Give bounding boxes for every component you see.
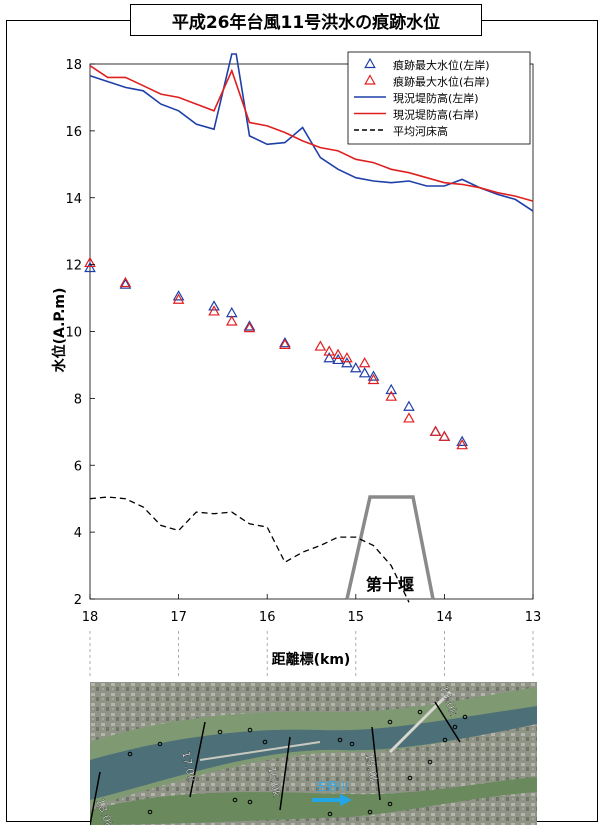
series-layer: [84, 53, 534, 603]
series-0-point: [456, 435, 468, 446]
series-0-point: [385, 383, 398, 395]
series-0-point: [438, 430, 451, 441]
legend-label: 痕跡最大水位(左岸): [393, 58, 490, 72]
legend-label: 現況堤防高(右岸): [393, 108, 479, 122]
series-1-point: [403, 412, 415, 423]
series-0-point: [119, 278, 132, 289]
series-1-point: [243, 321, 256, 333]
series-1-point: [429, 425, 442, 436]
series-line-3: [89, 65, 534, 202]
y-tick-label: 2: [74, 593, 82, 608]
legend-marker: [364, 57, 376, 69]
map-km-16: 16.0k: [265, 765, 283, 798]
x-tick-label: 18: [82, 610, 99, 625]
y-tick-label: 12: [65, 259, 82, 274]
series-1-point: [358, 357, 371, 368]
series-0-point: [84, 261, 96, 273]
series-1-point: [456, 438, 468, 450]
series-0-point: [429, 425, 442, 436]
series-0-point: [403, 400, 415, 411]
series-0-point: [358, 367, 371, 378]
map-km-15: 15.0k: [362, 752, 380, 785]
y-tick-label: 14: [65, 192, 82, 207]
series-1-point: [438, 430, 451, 441]
series-1-point: [367, 373, 380, 385]
weir-layer: [345, 495, 435, 600]
series-0-point: [172, 290, 185, 301]
series-1-point: [119, 276, 132, 288]
series-line-2: [89, 53, 534, 212]
x-tick-label: 16: [259, 610, 276, 625]
y-tick-label: 6: [74, 459, 82, 474]
series-0-point: [341, 357, 353, 368]
x-tick-label: 14: [436, 610, 453, 625]
series-1-point: [208, 305, 220, 316]
series-1-point: [172, 293, 185, 304]
legend-label: 現況堤防高(左岸): [393, 91, 479, 105]
series-0-point: [243, 320, 256, 331]
legend-box: [347, 51, 531, 145]
series-0-point: [349, 362, 362, 373]
series-1-point: [314, 340, 327, 351]
series-1-point: [332, 348, 344, 360]
series-0-point: [208, 300, 220, 311]
weir-annotation: 第十堰: [366, 575, 414, 594]
map-river-name: 吉野川: [316, 780, 349, 793]
axis-layer: 18 17 16 15 14 13 2 4 6 8 10 12 14 16 18: [65, 58, 541, 676]
aerial-photo: 吉野川 18.0k 17.0k 16.0k 15.0k 14.0k: [90, 682, 537, 825]
series-0-point: [367, 370, 380, 381]
x-tick-label: 17: [170, 610, 187, 625]
series-0-point: [323, 352, 336, 363]
x-tick-label: 15: [348, 610, 365, 625]
series-1-point: [279, 338, 291, 349]
legend-label: 痕跡最大水位(右岸): [393, 75, 490, 89]
series-line-4: [89, 496, 410, 603]
y-axis-title: 水位(A.P.m): [51, 288, 68, 373]
y-tick-label: 16: [65, 125, 82, 140]
series-1-point: [323, 345, 336, 356]
series-0-point: [279, 336, 291, 348]
y-tick-label: 10: [65, 326, 82, 341]
x-axis-title: 距離標(km): [272, 651, 351, 668]
series-1-point: [341, 352, 353, 363]
chart-title: 平成26年台風11号洪水の痕跡水位: [130, 4, 482, 36]
series-1-point: [225, 315, 238, 326]
weir-structure: [345, 495, 435, 600]
legend-label: 平均河床高: [393, 124, 448, 138]
legend-marker: [364, 74, 376, 85]
y-tick-label: 18: [65, 58, 82, 73]
series-0-point: [332, 353, 344, 365]
y-tick-label: 4: [74, 526, 82, 541]
y-tick-label: 8: [74, 392, 82, 407]
series-1-point: [84, 256, 96, 268]
legend: 痕跡最大水位(左岸) 痕跡最大水位(右岸) 現況堤防高(左岸) 現況堤防高(右岸) 平均…: [347, 51, 531, 145]
x-tick-label: 13: [525, 610, 542, 625]
series-1-point: [385, 390, 398, 401]
